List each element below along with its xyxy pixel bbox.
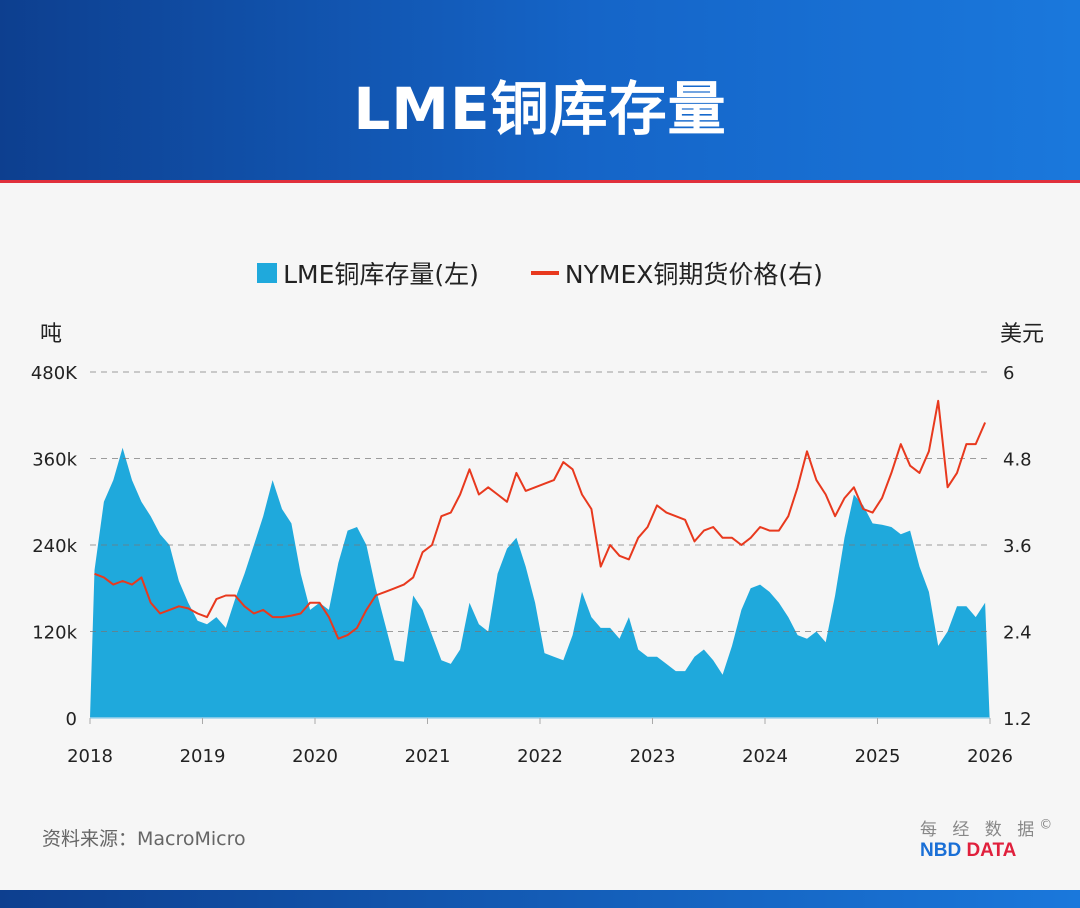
logo-cn-text: 每 经 数 据 — [920, 820, 1040, 840]
logo-data: DATA — [966, 840, 1017, 861]
page-title: LME铜库存量 — [353, 75, 727, 143]
legend-item-stock: LME铜库存量(左) — [257, 255, 479, 291]
x-tick-label: 2022 — [517, 746, 563, 767]
right-tick-label: 1.2 — [1003, 709, 1032, 730]
header-banner — [0, 0, 1080, 180]
footer-bar — [0, 890, 1080, 908]
left-tick-label: 480K — [31, 363, 78, 384]
right-tick-label: 4.8 — [1003, 450, 1032, 471]
legend-swatch-stock — [257, 263, 278, 283]
right-axis-unit: 美元 — [1000, 322, 1045, 347]
legend-label-stock: LME铜库存量(左) — [283, 260, 479, 289]
x-tick-label: 2018 — [67, 746, 113, 767]
legend-label-price: NYMEX铜期货价格(右) — [564, 260, 823, 289]
chart-legend: LME铜库存量(左) NYMEX铜期货价格(右) — [0, 255, 1080, 291]
x-tick-label: 2021 — [405, 746, 451, 767]
legend-item-price: NYMEX铜期货价格(右) — [530, 255, 823, 291]
nbd-data-logo: 每 经 数 据© NBD DATA — [920, 815, 1060, 862]
x-tick-label: 2023 — [630, 746, 676, 767]
legend-swatch-price — [530, 271, 559, 275]
header-divider — [0, 180, 1080, 183]
left-axis-unit: 吨 — [40, 322, 63, 347]
right-tick-label: 3.6 — [1003, 536, 1032, 557]
x-tick-label: 2024 — [742, 746, 788, 767]
left-tick-label: 240k — [32, 536, 77, 557]
stock-area-series — [90, 447, 990, 718]
right-tick-label: 6 — [1003, 363, 1014, 384]
left-tick-label: 120k — [32, 623, 77, 644]
x-tick-label: 2025 — [855, 746, 901, 767]
x-tick-label: 2019 — [180, 746, 226, 767]
price-line-series — [94, 399, 987, 640]
chart-svg: 0 1.2 120k 2.4 240k 3.6 360k 4.8 480K 6 2018 2019 20… — [31, 363, 1032, 767]
logo-nbd: NBD — [920, 840, 962, 861]
source-note: 资料来源：MacroMicro — [42, 828, 246, 850]
x-tick-label: 2026 — [967, 746, 1013, 767]
copyright-icon: © — [1039, 817, 1053, 833]
left-tick-label: 360k — [32, 450, 77, 471]
right-tick-label: 2.4 — [1003, 623, 1032, 644]
left-tick-label: 0 — [66, 709, 77, 730]
x-tick-label: 2020 — [292, 746, 338, 767]
